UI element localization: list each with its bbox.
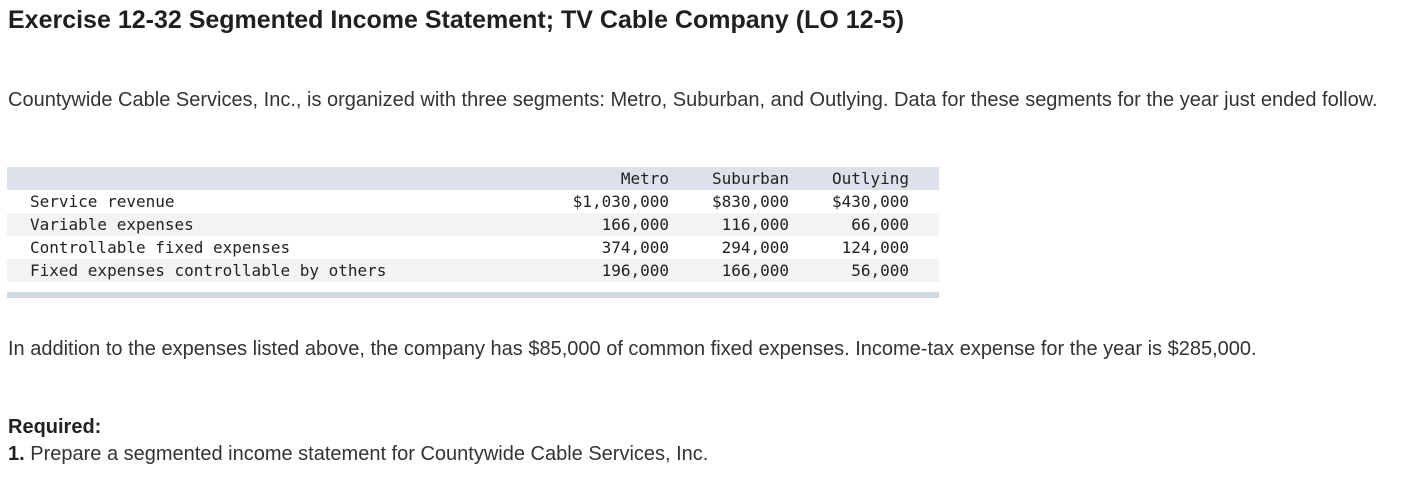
header-suburban: Suburban xyxy=(711,169,789,188)
table-row: Fixed expenses controllable by others 19… xyxy=(7,259,939,282)
table-header-row: Metro Suburban Outlying xyxy=(7,167,939,190)
header-label-cell xyxy=(7,167,559,190)
intro-paragraph: Countywide Cable Services, Inc., is orga… xyxy=(8,89,1378,111)
row-label: Controllable fixed expenses xyxy=(30,238,291,257)
required-item-text: Prepare a segmented income statement for… xyxy=(30,443,709,465)
outlying-value: 66,000 xyxy=(851,215,909,234)
suburban-value: 166,000 xyxy=(721,261,789,280)
table-bottom-border xyxy=(7,292,939,298)
outlying-value: 124,000 xyxy=(841,238,909,257)
row-label: Service revenue xyxy=(30,192,175,211)
outlying-value: 56,000 xyxy=(851,261,909,280)
segment-data-table: Metro Suburban Outlying Service revenue … xyxy=(7,167,939,282)
outlying-value: $430,000 xyxy=(831,192,909,211)
required-item-1: 1. Prepare a segmented income statement … xyxy=(8,443,708,466)
row-label: Variable expenses xyxy=(30,215,194,234)
metro-value: 166,000 xyxy=(601,215,669,234)
metro-value: 374,000 xyxy=(601,238,669,257)
suburban-value: 294,000 xyxy=(721,238,789,257)
table-row: Controllable fixed expenses 374,000 294,… xyxy=(7,236,939,259)
row-label: Fixed expenses controllable by others xyxy=(30,261,387,280)
header-outlying: Outlying xyxy=(831,169,909,188)
metro-value: 196,000 xyxy=(601,261,669,280)
metro-value: $1,030,000 xyxy=(572,192,669,211)
required-label: Required: xyxy=(8,416,102,438)
table-row: Service revenue $1,030,000 $830,000 $430… xyxy=(7,190,939,213)
exercise-title: Exercise 12-32 Segmented Income Statemen… xyxy=(8,6,905,34)
suburban-value: 116,000 xyxy=(721,215,789,234)
table-row: Variable expenses 166,000 116,000 66,000 xyxy=(7,213,939,236)
additional-info-paragraph: In addition to the expenses listed above… xyxy=(8,338,1257,360)
suburban-value: $830,000 xyxy=(711,192,789,211)
required-item-number: 1. xyxy=(8,443,25,465)
header-metro: Metro xyxy=(620,169,669,188)
